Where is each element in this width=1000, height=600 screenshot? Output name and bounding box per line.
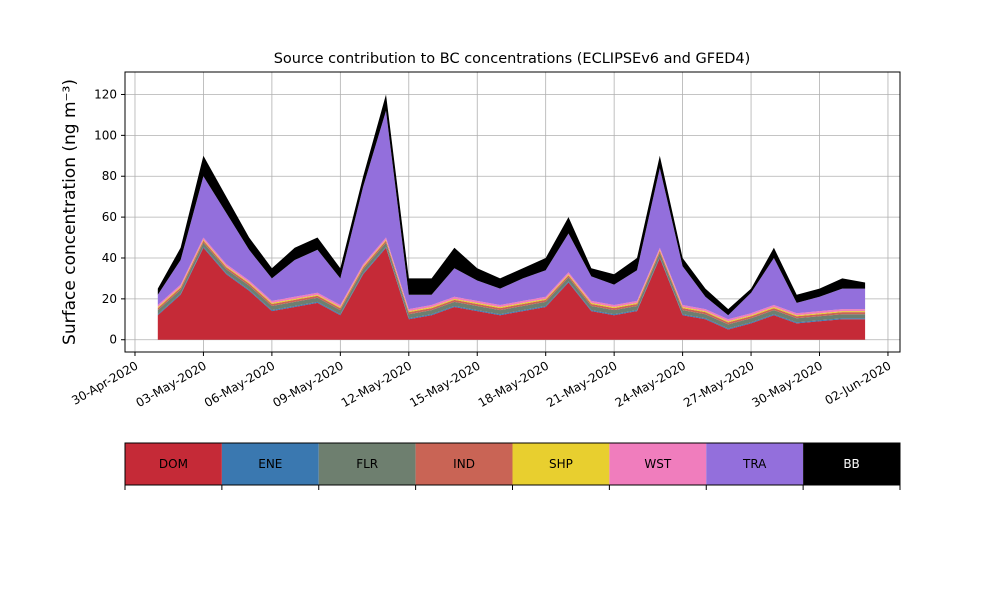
y-tick-label: 40	[102, 251, 117, 265]
legend-swatch	[803, 443, 900, 485]
legend-label: IND	[453, 457, 475, 471]
x-tick-label: 12-May-2020	[339, 358, 414, 410]
legend-label: BB	[843, 457, 859, 471]
x-tick-label: 24-May-2020	[613, 358, 688, 410]
x-tick-label: 27-May-2020	[681, 358, 756, 410]
x-tick-label: 18-May-2020	[476, 358, 551, 410]
y-tick-label: 120	[94, 87, 117, 101]
legend-label: ENE	[258, 457, 282, 471]
x-tick-label: 06-May-2020	[202, 358, 277, 410]
x-tick-label: 30-May-2020	[750, 358, 825, 410]
y-axis-label: Surface concentration (ng m⁻³)	[60, 79, 80, 345]
legend-label: SHP	[549, 457, 573, 471]
y-tick-label: 60	[102, 210, 117, 224]
y-tick-label: 0	[109, 333, 117, 347]
x-tick-label: 09-May-2020	[270, 358, 345, 410]
area	[157, 94, 866, 316]
chart-title: Source contribution to BC concentrations…	[274, 51, 751, 67]
legend-swatch	[221, 443, 319, 485]
y-tick-label: 80	[102, 169, 117, 183]
legend-swatch	[512, 443, 610, 485]
x-tick-label: 30-Apr-2020	[69, 358, 140, 407]
legend-swatch	[125, 443, 222, 485]
area	[157, 110, 866, 320]
legend-label: TRA	[742, 457, 767, 471]
legend-label: DOM	[159, 457, 188, 471]
legend-swatch	[318, 443, 416, 485]
legend-label: WST	[644, 457, 671, 471]
plot-frame	[124, 71, 901, 353]
area	[157, 237, 866, 322]
area	[157, 246, 866, 330]
legend-swatch	[609, 443, 707, 485]
area	[157, 239, 866, 323]
x-tick-label: 03-May-2020	[133, 358, 208, 410]
y-tick-label: 20	[102, 292, 117, 306]
area	[157, 240, 866, 325]
x-tick-label: 02-Jun-2020	[822, 358, 893, 407]
area	[157, 242, 866, 329]
legend-label: FLR	[356, 457, 378, 471]
y-tick-label: 100	[94, 128, 117, 142]
x-tick-label: 15-May-2020	[407, 358, 482, 410]
area	[157, 247, 866, 340]
legend-swatch	[415, 443, 513, 485]
x-tick-label: 21-May-2020	[544, 358, 619, 410]
legend-swatch	[706, 443, 804, 485]
legend-frame	[124, 442, 901, 486]
